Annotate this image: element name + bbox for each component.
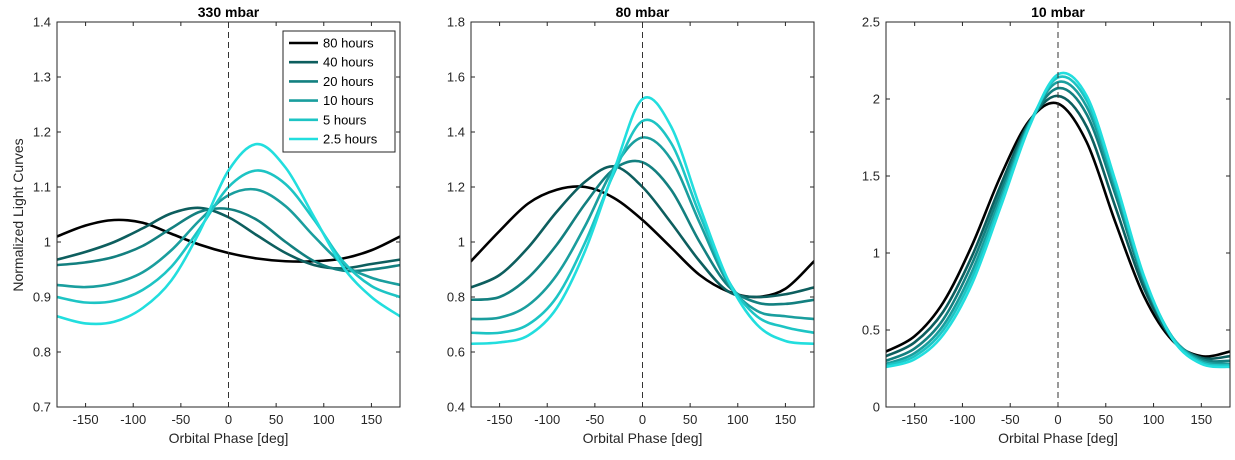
x-axis-label: Orbital Phase [deg]	[583, 430, 703, 446]
legend-label: 80 hours	[323, 36, 374, 51]
x-tick-label: -150	[902, 412, 928, 427]
y-tick-label: 0	[873, 400, 880, 415]
panel-title: 80 mbar	[616, 4, 670, 20]
x-tick-label: -150	[487, 412, 513, 427]
y-tick-label: 0.8	[447, 290, 465, 305]
legend-label: 20 hours	[323, 74, 374, 89]
panel-2: 80 mbar -150 -100 -50 0 50 100 150 0.4 0.6 0.8 1 1.2…	[447, 4, 815, 446]
y-axis-label: Normalized Light Curves	[10, 138, 26, 291]
x-tick-label: -50	[1001, 412, 1020, 427]
y-tick-label: 2.5	[862, 15, 880, 30]
x-tick-label: 100	[1143, 412, 1165, 427]
y-tick-label: 0.4	[447, 400, 465, 415]
axes-frame	[470, 21, 815, 408]
y-tick-label: 1	[44, 235, 51, 250]
y-tick-label: 0.6	[447, 345, 465, 360]
axes-frame	[885, 21, 1231, 408]
x-tick-label: 0	[225, 412, 232, 427]
legend-label: 10 hours	[323, 93, 374, 108]
y-tick-label: 0.5	[862, 323, 880, 338]
x-tick-label: 150	[775, 412, 797, 427]
y-tick-label: 1.2	[447, 180, 465, 195]
y-tick-label: 1.1	[33, 180, 51, 195]
y-tick-label: 0.7	[33, 400, 51, 415]
x-axis-label: Orbital Phase [deg]	[169, 430, 289, 446]
legend-label: 5 hours	[323, 112, 367, 127]
x-tick-label: 50	[269, 412, 283, 427]
x-tick-label: 50	[1099, 412, 1113, 427]
y-tick-label: 1.5	[862, 169, 880, 184]
y-tick-label: 0.8	[33, 345, 51, 360]
x-tick-label: -100	[949, 412, 975, 427]
y-tick-label: 1.2	[33, 125, 51, 140]
x-tick-label: 150	[1190, 412, 1212, 427]
y-tick-label: 1.6	[447, 70, 465, 85]
y-tick-label: 1.4	[33, 15, 51, 30]
series-line-2-5-hours	[57, 142, 400, 326]
y-tick-label: 1.8	[447, 15, 465, 30]
legend-label: 2.5 hours	[323, 132, 378, 147]
x-tick-label: 100	[727, 412, 749, 427]
panel-3: 10 mbar -150 -100 -50 0 50 100 150 0 0.5 1 1.5 2 2.5 O…	[862, 4, 1231, 446]
x-tick-label: -50	[585, 412, 604, 427]
panel-1: 330 mbar -150 -100 -50 0 50 100 150 0.7 0.8 0.9 1 1.…	[33, 4, 401, 446]
y-tick-label: 1	[873, 246, 880, 261]
x-axis-label: Orbital Phase [deg]	[998, 430, 1118, 446]
x-tick-label: -150	[73, 412, 99, 427]
x-tick-label: 150	[361, 412, 383, 427]
x-tick-label: 100	[313, 412, 335, 427]
x-tick-label: -100	[120, 412, 146, 427]
y-tick-label: 1.4	[447, 125, 465, 140]
panel-title: 10 mbar	[1031, 4, 1085, 20]
panel-title: 330 mbar	[198, 4, 260, 20]
x-tick-label: 0	[1054, 412, 1061, 427]
legend-box	[282, 30, 396, 153]
y-tick-label: 2	[873, 92, 880, 107]
series-line-20-hours	[57, 207, 400, 273]
x-tick-label: 0	[639, 412, 646, 427]
legend-label: 40 hours	[323, 55, 374, 70]
legend: 80 hours 40 hours 20 hours 10 hours 5 hours 2…	[282, 30, 396, 153]
y-tick-label: 1.3	[33, 70, 51, 85]
x-tick-label: -100	[534, 412, 560, 427]
x-tick-label: -50	[171, 412, 190, 427]
y-tick-label: 0.9	[33, 290, 51, 305]
y-tick-label: 1	[458, 235, 465, 250]
series-line-2-5-hours	[471, 96, 814, 346]
series-line-5-hours	[471, 118, 814, 335]
axes-frame	[56, 21, 401, 408]
x-tick-label: 50	[683, 412, 697, 427]
